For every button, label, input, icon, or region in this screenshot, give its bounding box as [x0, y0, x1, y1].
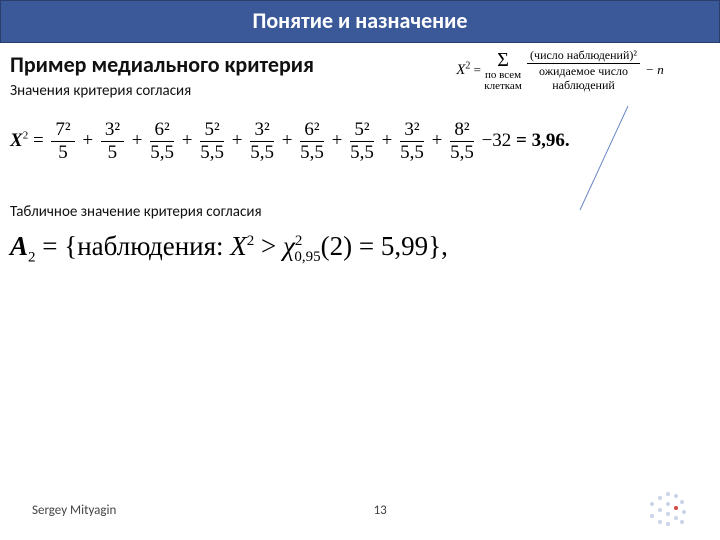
- subtitle: Пример медиального критерия: [10, 51, 410, 78]
- sum-sign: Σ: [497, 49, 509, 71]
- a2-A: A: [10, 231, 28, 261]
- footer-page: 13: [374, 503, 387, 518]
- def-frac-num: (число наблюдений)²: [527, 49, 640, 64]
- def-tail: − n: [645, 62, 664, 77]
- footer: Sergey Mityagin 13: [0, 492, 720, 528]
- a2-eq: =: [36, 231, 65, 261]
- a2-criterion: A2 = {наблюдения: X2 > χ20,95(2) = 5,99}…: [10, 231, 710, 266]
- header-title: Понятие и назначение: [253, 7, 468, 34]
- slide-header: Понятие и назначение: [0, 0, 720, 43]
- a2-close: },: [428, 231, 448, 261]
- footer-author: Sergey Mityagin: [32, 503, 116, 518]
- a2-paren: (2): [321, 231, 352, 261]
- a2-gt: >: [254, 231, 283, 261]
- caption-2: Табличное значение критерия согласия: [10, 203, 710, 221]
- chi2-definition: X2 = Σ по всем клеткам (число наблюдений…: [410, 49, 710, 93]
- top-left: Пример медиального критерия Значения кри…: [10, 49, 410, 106]
- def-frac-den1: ожидаемое число: [527, 64, 640, 78]
- def-sum: Σ по всем клеткам: [484, 50, 522, 92]
- def-lhs-X: X: [456, 62, 465, 78]
- a2-open: {: [64, 231, 77, 261]
- a2-val: = 5,99: [352, 231, 428, 261]
- a2-sub: 2: [28, 249, 36, 265]
- def-frac: (число наблюдений)² ожидаемое число набл…: [525, 49, 642, 93]
- def-frac-den2: наблюдений: [527, 78, 640, 92]
- a2-chisup: 2: [295, 233, 303, 249]
- chi2-calculation: X2 = 7²5 + 3²5 + 6²5,5 + 5²5,5 + 3²5,5 +…: [10, 120, 710, 163]
- a2-chisub: 0,95: [294, 249, 320, 265]
- sum-sub2: клеткам: [484, 80, 522, 92]
- caption-1: Значения критерия согласия: [10, 82, 410, 100]
- footer-logo-dots: [644, 492, 688, 528]
- def-eq: =: [474, 62, 481, 77]
- top-row: Пример медиального критерия Значения кри…: [10, 49, 710, 106]
- a2-X: X: [230, 231, 247, 261]
- def-lhs-sup: 2: [465, 60, 470, 71]
- slide-content: Пример медиального критерия Значения кри…: [0, 43, 720, 266]
- a2-word: наблюдения:: [77, 231, 230, 261]
